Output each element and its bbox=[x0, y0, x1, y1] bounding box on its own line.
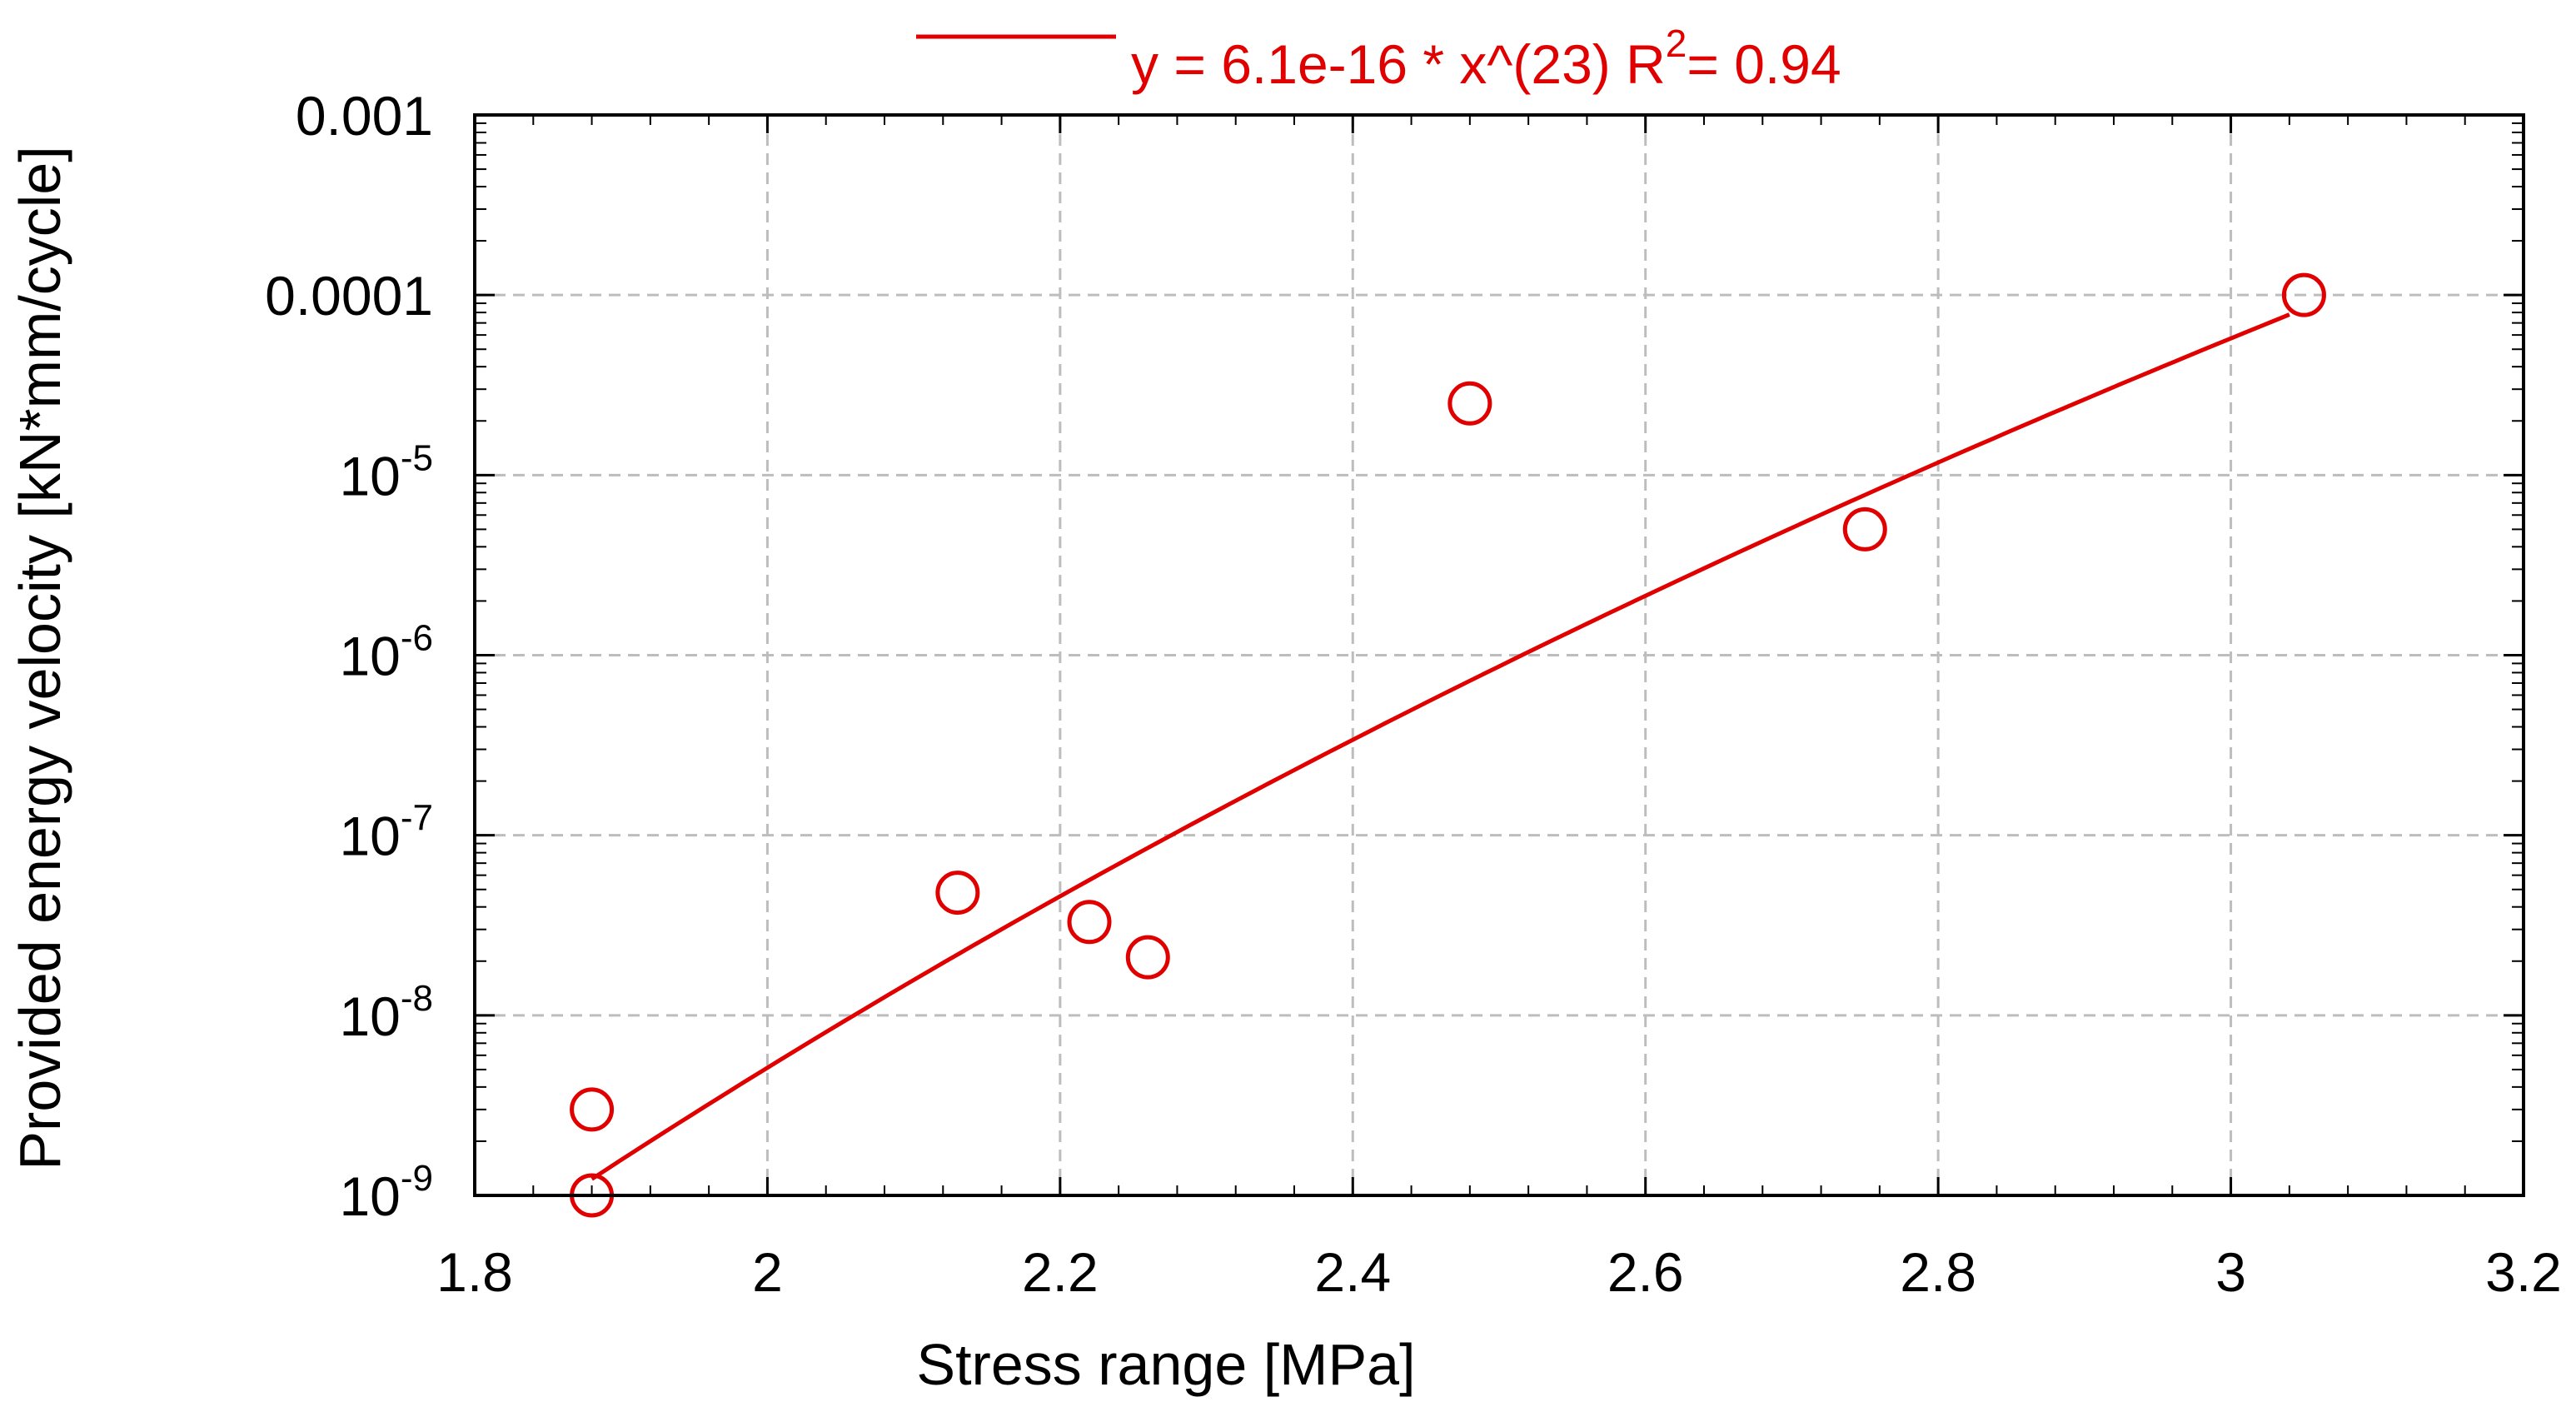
plot-frame bbox=[473, 113, 2525, 1197]
legend-equation: y = 6.1e-16 * x^(23) R bbox=[1131, 33, 1666, 95]
legend-r-value: = 0.94 bbox=[1687, 33, 1841, 95]
y-tick-label: 10-9 bbox=[339, 1158, 433, 1227]
x-tick-label: 2.4 bbox=[1314, 1241, 1391, 1303]
y-tick-exponent: -7 bbox=[401, 798, 433, 839]
data-point bbox=[1842, 506, 1887, 551]
y-tick-label: 10-6 bbox=[339, 618, 433, 687]
y-tick-exponent: -9 bbox=[401, 1158, 433, 1199]
x-tick-label: 2 bbox=[752, 1241, 783, 1303]
fit-line bbox=[590, 312, 2290, 1181]
y-tick-exponent: -6 bbox=[401, 618, 433, 659]
data-point bbox=[570, 1087, 615, 1132]
x-axis-title: Stress range [MPa] bbox=[916, 1332, 1415, 1397]
x-tick-label: 1.8 bbox=[436, 1241, 513, 1303]
x-tick-label: 3 bbox=[2215, 1241, 2246, 1303]
y-tick-base: 10 bbox=[339, 626, 400, 687]
data-point bbox=[1067, 900, 1112, 945]
x-tick-label: 2.6 bbox=[1607, 1241, 1684, 1303]
data-point bbox=[1125, 935, 1170, 980]
x-tick-labels: 1.8 2 2.2 2.4 2.6 2.8 3 3.2 bbox=[436, 1241, 2562, 1303]
y-tick-label: 0.0001 bbox=[265, 265, 433, 327]
grid-lines bbox=[475, 115, 2524, 1195]
y-tick-base: 10 bbox=[339, 985, 400, 1047]
y-tick-exponent: -5 bbox=[401, 437, 433, 478]
data-point bbox=[2281, 272, 2326, 317]
x-tick-label: 2.2 bbox=[1022, 1241, 1099, 1303]
y-tick-label: 10-7 bbox=[339, 798, 433, 867]
y-tick-base: 10 bbox=[339, 445, 400, 506]
legend-r-exponent: 2 bbox=[1666, 22, 1687, 65]
y-tick-label: 10-5 bbox=[339, 437, 433, 506]
data-points bbox=[570, 272, 2326, 1218]
fit-curve bbox=[590, 312, 2290, 1181]
y-tick-base: 0.0001 bbox=[265, 265, 433, 327]
y-tick-exponent: -8 bbox=[401, 978, 433, 1019]
legend: y = 6.1e-16 * x^(23) R2= 0.94 bbox=[916, 22, 1841, 95]
x-tick-label: 3.2 bbox=[2485, 1241, 2562, 1303]
data-point bbox=[935, 871, 980, 916]
y-tick-label: 10-8 bbox=[339, 978, 433, 1047]
y-tick-base: 0.001 bbox=[296, 85, 433, 147]
y-axis-title: Provided energy velocity [kN*mm/cycle] bbox=[7, 146, 72, 1170]
data-point bbox=[1447, 381, 1492, 426]
y-tick-base: 10 bbox=[339, 806, 400, 867]
x-tick-label: 2.8 bbox=[1900, 1241, 1976, 1303]
y-tick-label: 0.001 bbox=[296, 85, 433, 147]
y-tick-base: 10 bbox=[339, 1165, 400, 1227]
legend-label: y = 6.1e-16 * x^(23) R2= 0.94 bbox=[1131, 22, 1841, 95]
